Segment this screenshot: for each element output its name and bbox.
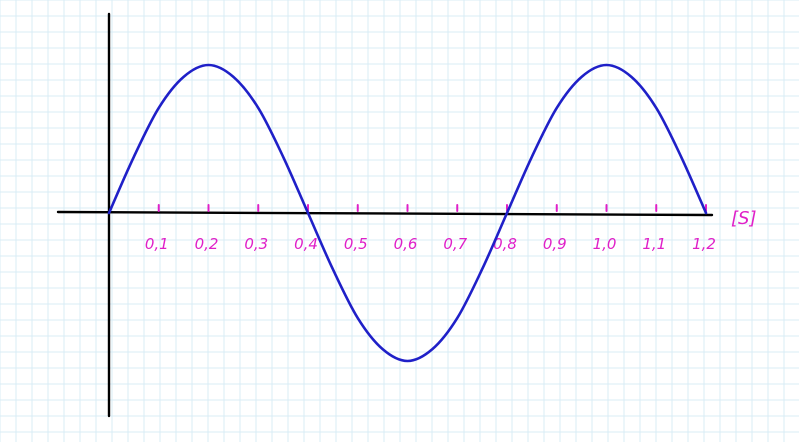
- x-axis-unit-label: [S]: [731, 208, 756, 229]
- x-tick-label: 0,9: [543, 235, 567, 253]
- x-tick-label: 0,4: [294, 235, 318, 253]
- x-axis-tick-labels: 0,1 0,2 0,3 0,4 0,5 0,6 0,7 0,8 0,9 1,0 1,1 1,2: [145, 235, 716, 253]
- sine-wave-series: [107, 63, 708, 363]
- x-tick-label: 1,0: [593, 235, 617, 253]
- x-tick-label: 0,8: [493, 235, 517, 253]
- x-axis: [56, 210, 714, 217]
- x-tick-label: 0,2: [195, 235, 219, 253]
- x-tick-label: 0,6: [394, 235, 418, 253]
- x-tick-label: 0,3: [244, 235, 268, 253]
- x-tick-label: 1,1: [642, 235, 666, 253]
- x-tick-label: 0,7: [443, 235, 467, 253]
- x-tick-label: 0,5: [344, 235, 368, 253]
- x-tick-label: 0,1: [145, 235, 169, 253]
- x-tick-label: 1,2: [692, 235, 716, 253]
